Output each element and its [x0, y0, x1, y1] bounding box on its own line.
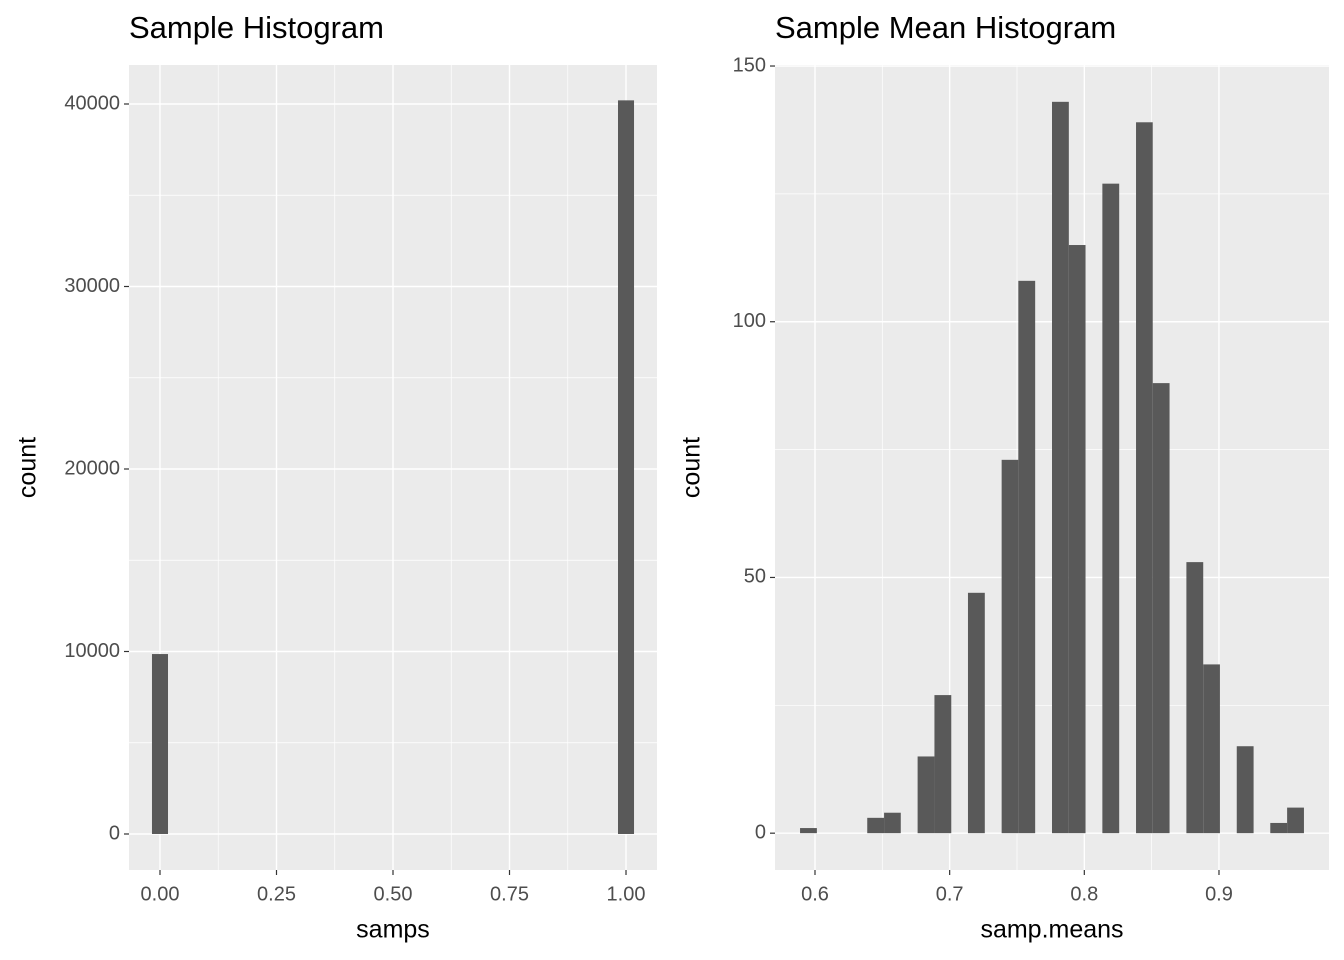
bar [800, 828, 817, 834]
bar [1001, 459, 1019, 834]
y-tick-label: 100 [733, 310, 766, 332]
y-tick-label: 50 [744, 566, 766, 588]
bar [967, 592, 985, 834]
bar [1203, 664, 1220, 834]
y-tick-label: 0 [755, 821, 766, 843]
y-tick-label: 30000 [64, 275, 120, 297]
x-tick-label: 0.25 [257, 883, 296, 905]
x-tick-label: 0.50 [374, 883, 413, 905]
x-tick-label: 0.6 [801, 883, 829, 905]
y-tick-label: 10000 [64, 640, 120, 662]
bar [1052, 101, 1069, 834]
y-tick-label: 150 [733, 54, 766, 76]
y-tick-label: 40000 [64, 92, 120, 114]
x-tick-label: 0.75 [490, 883, 529, 905]
x-tick-label: 0.8 [1070, 883, 1098, 905]
x-tick-label: 0.7 [936, 883, 964, 905]
x-tick-label: 0.00 [141, 883, 180, 905]
bar [917, 756, 935, 834]
x-axis-title: samp.means [980, 916, 1123, 944]
x-axis-title: samps [356, 916, 430, 944]
bar [617, 100, 635, 834]
bar [867, 817, 885, 834]
y-tick-label: 0 [109, 822, 120, 844]
bar [1270, 822, 1288, 834]
bar [1236, 746, 1254, 834]
x-tick-label: 1.00 [607, 883, 646, 905]
bar [1186, 562, 1204, 834]
bar [1287, 807, 1304, 834]
chart-title: Sample Histogram [129, 10, 384, 45]
bar [1068, 245, 1086, 834]
y-axis-title: count [14, 437, 42, 498]
bar [1102, 183, 1120, 834]
y-axis-title: count [678, 437, 706, 498]
bar [1152, 383, 1170, 834]
bar [1018, 280, 1036, 834]
x-tick-label: 0.9 [1205, 883, 1233, 905]
y-tick-label: 20000 [64, 457, 120, 479]
bar [151, 654, 169, 834]
bar [1136, 122, 1153, 834]
bar [884, 812, 901, 834]
bar [934, 695, 952, 834]
chart-title: Sample Mean Histogram [775, 10, 1116, 45]
